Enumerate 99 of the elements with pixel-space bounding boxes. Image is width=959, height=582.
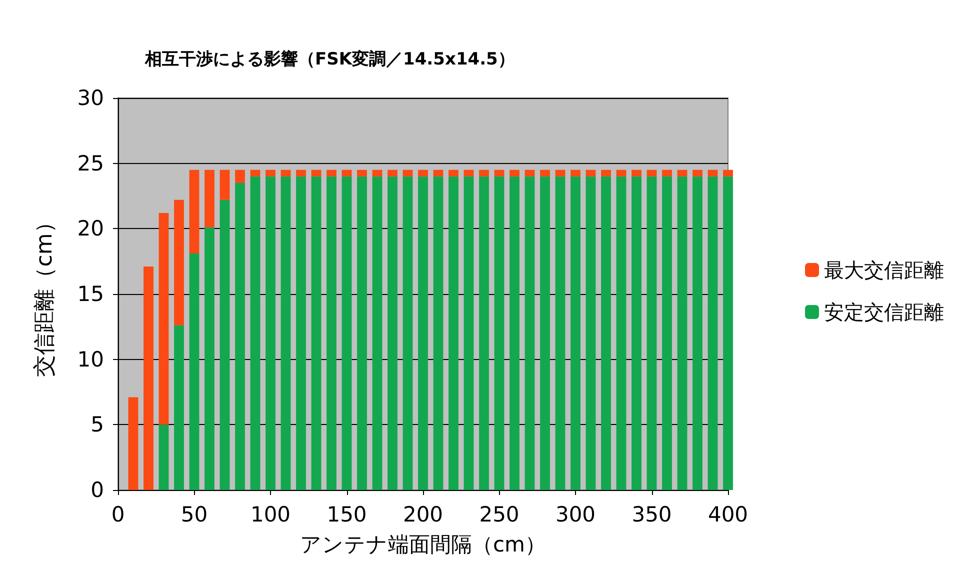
bar bbox=[402, 170, 413, 176]
bar bbox=[555, 170, 566, 176]
bar bbox=[433, 176, 444, 490]
y-tick-label: 30 bbox=[77, 86, 104, 110]
bar bbox=[220, 200, 230, 490]
bar bbox=[220, 170, 230, 200]
bar bbox=[601, 170, 611, 176]
bar bbox=[174, 200, 184, 326]
bar bbox=[494, 176, 504, 490]
bar bbox=[296, 176, 306, 490]
bar bbox=[266, 176, 276, 490]
y-tick-label: 10 bbox=[77, 347, 104, 372]
bar bbox=[418, 176, 428, 490]
bar bbox=[540, 170, 550, 176]
bar bbox=[204, 170, 214, 228]
bar bbox=[510, 176, 520, 490]
y-tick-label: 5 bbox=[90, 412, 104, 437]
bar bbox=[280, 170, 291, 176]
bar bbox=[372, 176, 382, 490]
bar bbox=[158, 212, 169, 425]
bar bbox=[402, 176, 413, 490]
bar bbox=[677, 176, 688, 490]
bar bbox=[388, 170, 398, 176]
bar bbox=[692, 176, 702, 490]
bar bbox=[128, 397, 138, 490]
bar bbox=[723, 176, 733, 490]
y-axis-title: 交信距離（cm） bbox=[32, 211, 58, 377]
bar bbox=[555, 176, 566, 490]
x-tick-label: 400 bbox=[708, 502, 748, 526]
bar bbox=[174, 325, 184, 490]
bar bbox=[479, 170, 489, 176]
y-tick-label: 0 bbox=[90, 478, 104, 502]
bar bbox=[570, 170, 580, 176]
legend-label: 安定交信距離 bbox=[824, 300, 944, 324]
x-tick-label: 200 bbox=[402, 502, 444, 526]
bar bbox=[448, 176, 458, 490]
bar bbox=[646, 176, 657, 490]
bar bbox=[311, 176, 322, 490]
bar bbox=[646, 170, 657, 176]
bar bbox=[616, 176, 626, 490]
bar bbox=[708, 176, 718, 490]
bar bbox=[250, 170, 260, 176]
x-tick-label: 100 bbox=[250, 502, 291, 526]
bar bbox=[204, 227, 214, 490]
bar bbox=[540, 176, 550, 490]
bar bbox=[464, 170, 474, 176]
bar bbox=[433, 170, 444, 176]
bar bbox=[510, 170, 520, 176]
bar bbox=[464, 176, 474, 490]
y-tick-label: 15 bbox=[77, 282, 104, 306]
bar bbox=[311, 170, 322, 176]
x-tick-label: 150 bbox=[326, 502, 367, 526]
bar bbox=[266, 170, 276, 176]
bar bbox=[418, 170, 428, 176]
bar bbox=[662, 176, 672, 490]
legend-label: 最大交信距離 bbox=[824, 258, 944, 282]
bar bbox=[601, 176, 611, 490]
bar bbox=[570, 176, 580, 490]
x-tick-label: 350 bbox=[632, 502, 672, 526]
bar bbox=[524, 176, 535, 490]
bar bbox=[494, 170, 504, 176]
bar bbox=[296, 170, 306, 176]
bar bbox=[479, 176, 489, 490]
bar bbox=[692, 170, 702, 176]
bar bbox=[448, 170, 458, 176]
x-tick-label: 250 bbox=[479, 502, 520, 526]
y-tick-label: 20 bbox=[77, 216, 104, 241]
bar bbox=[280, 176, 291, 490]
bar bbox=[708, 170, 718, 176]
bar bbox=[250, 176, 260, 490]
x-tick-label: 50 bbox=[180, 502, 208, 526]
bar bbox=[723, 170, 733, 176]
bar bbox=[388, 176, 398, 490]
bar bbox=[326, 170, 336, 176]
y-tick-label: 25 bbox=[77, 151, 104, 176]
bar bbox=[616, 170, 626, 176]
bar bbox=[189, 170, 200, 254]
bar bbox=[235, 170, 245, 183]
bar bbox=[342, 176, 352, 490]
bar bbox=[632, 176, 642, 490]
bar bbox=[144, 266, 154, 490]
bar bbox=[586, 170, 596, 176]
bar bbox=[342, 170, 352, 176]
bar bbox=[357, 176, 367, 490]
bar bbox=[326, 176, 336, 490]
x-tick-label: 300 bbox=[555, 502, 596, 526]
bar bbox=[632, 170, 642, 176]
bar bbox=[189, 253, 200, 490]
bar bbox=[662, 170, 672, 176]
x-tick-label: 0 bbox=[111, 502, 125, 526]
chart-title: 相互干渉による影響（FSK変調／14.5x14.5） bbox=[144, 50, 515, 70]
x-axis-title: アンテナ端面間隔（cm） bbox=[300, 532, 546, 556]
bar bbox=[158, 424, 169, 490]
bar bbox=[357, 170, 367, 176]
bar bbox=[586, 176, 596, 490]
bar bbox=[235, 182, 245, 490]
bar bbox=[677, 170, 688, 176]
bar bbox=[372, 170, 382, 176]
bar bbox=[524, 170, 535, 176]
